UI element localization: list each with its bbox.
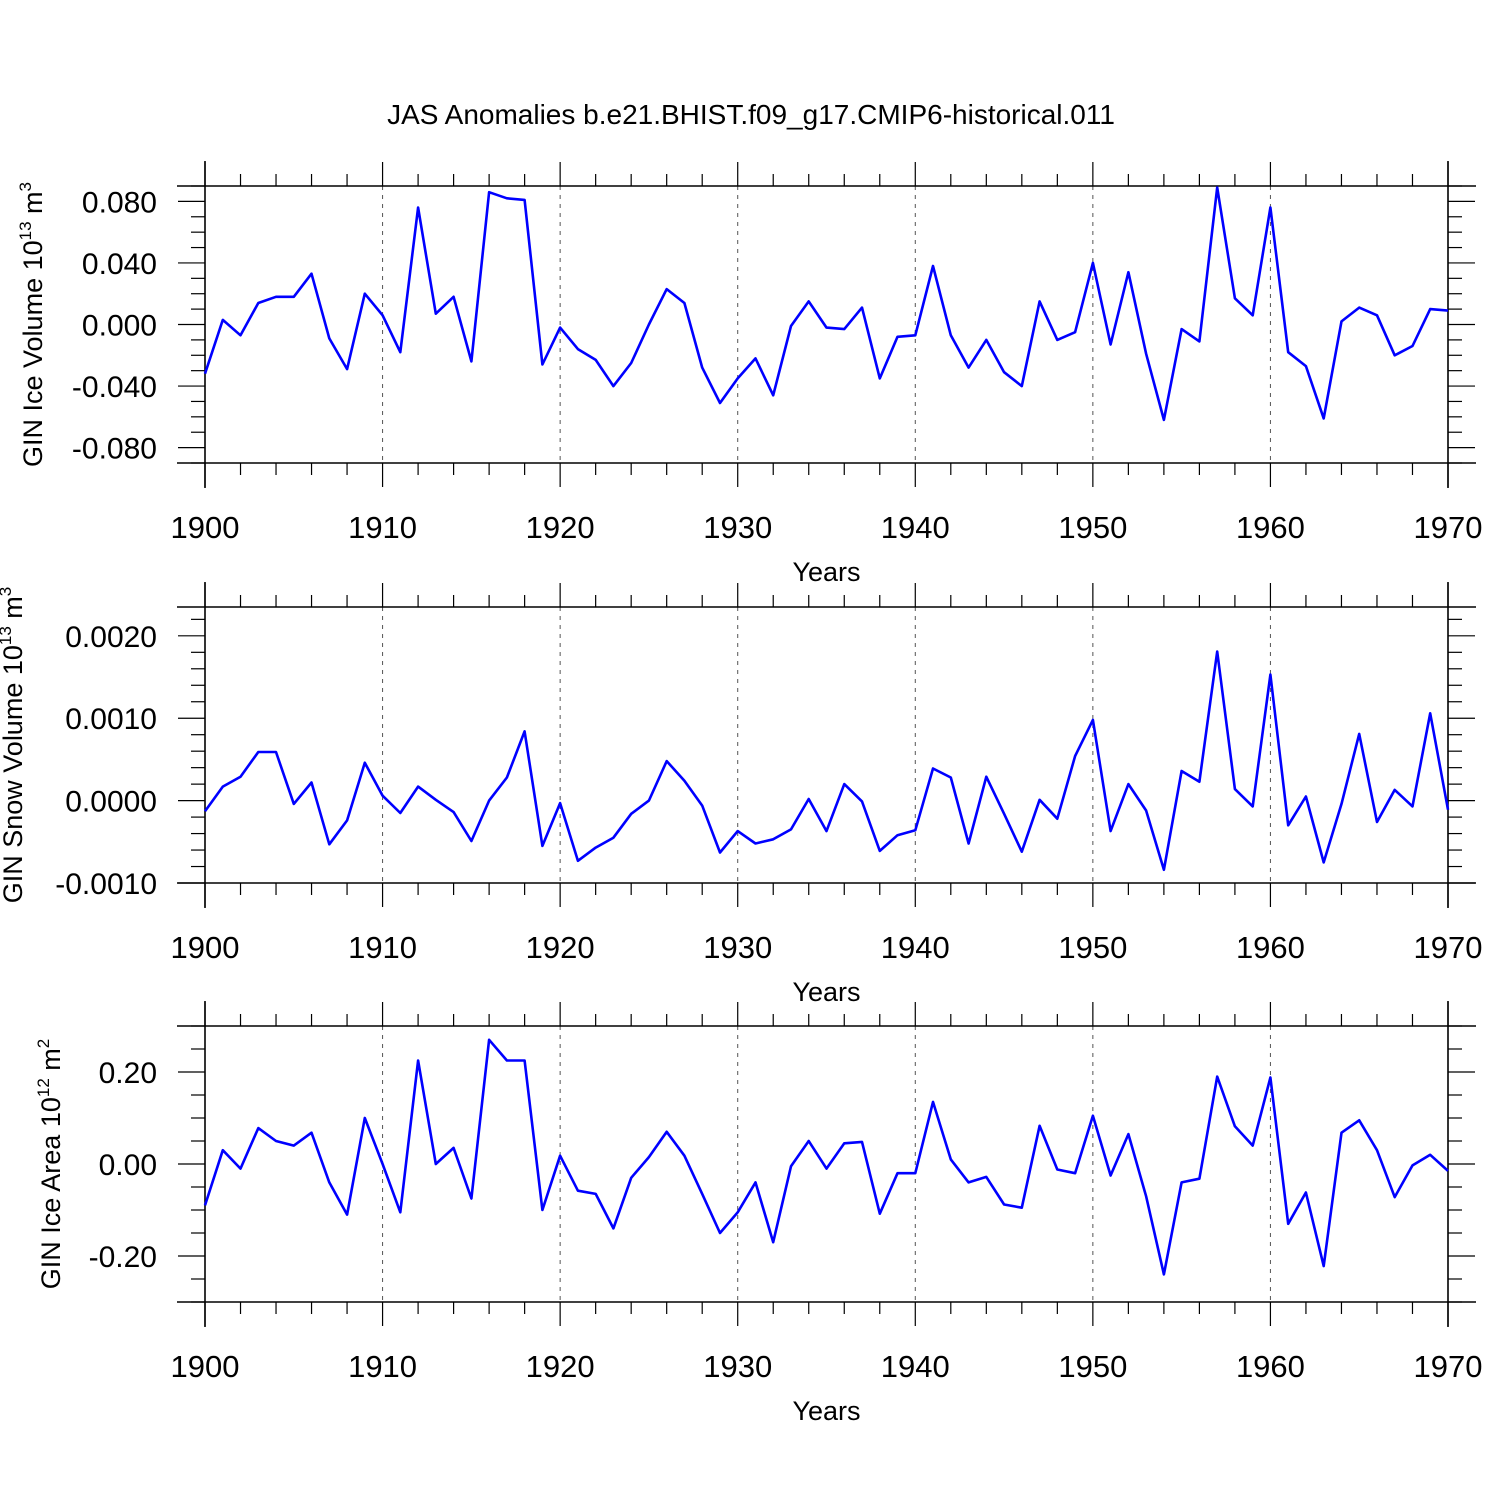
y-tick-label: 0.000 [82, 310, 157, 343]
x-tick-label: 1900 [171, 1349, 240, 1384]
y-tick-label: -0.0010 [55, 868, 157, 901]
y-axis-title-part: m [0, 596, 28, 626]
x-tick-label: 1950 [1058, 510, 1127, 545]
y-tick-label: 0.0010 [65, 703, 157, 736]
y-axis-title-superscript: 13 [16, 221, 35, 240]
figure-title: JAS Anomalies b.e21.BHIST.f09_g17.CMIP6-… [387, 99, 1115, 130]
y-tick-label: -0.040 [72, 371, 157, 404]
y-tick-label: -0.080 [72, 433, 157, 466]
y-axis-title-superscript: 3 [0, 587, 15, 596]
panel-ice-volume: 1900 1910 1920 1930 1940 1950 1960 1970 -0.080 -0… [16, 161, 1482, 587]
x-tick-label: 1960 [1236, 1349, 1305, 1384]
x-tick-label: 1960 [1236, 510, 1305, 545]
x-tick-label: 1910 [348, 1349, 417, 1384]
x-tick-label: 1930 [703, 510, 772, 545]
x-tick-label: 1940 [881, 1349, 950, 1384]
y-axis-title-superscript: 3 [16, 182, 35, 191]
y-axis-title-superscript: 12 [34, 1078, 53, 1097]
x-tick-label: 1910 [348, 510, 417, 545]
x-tick-label: 1900 [171, 510, 240, 545]
y-tick-label: -0.20 [89, 1241, 157, 1274]
x-tick-label: 1940 [881, 930, 950, 965]
x-axis-title: Years [792, 977, 860, 1007]
y-axis-title-superscript: 2 [34, 1039, 53, 1048]
y-tick-label: 0.080 [82, 186, 157, 219]
x-axis-title: Years [792, 557, 860, 587]
panel-snow-volume: 1900 1910 1920 1930 1940 1950 1960 1970 -0.0010 0… [0, 582, 1482, 1007]
y-tick-label: 0.20 [99, 1057, 157, 1090]
x-tick-label: 1970 [1414, 930, 1483, 965]
panel-ice-area: 1900 1910 1920 1930 1940 1950 1960 1970 -0.20 0.0… [34, 1001, 1482, 1426]
y-axis-title: GIN Snow Volume 1013 m3 [0, 587, 28, 904]
y-axis-title-part: GIN Snow Volume 10 [0, 645, 28, 903]
y-tick-label: 0.0000 [65, 786, 157, 819]
y-axis-title-part: m [36, 1048, 66, 1078]
x-tick-label: 1960 [1236, 930, 1305, 965]
x-tick-label: 1970 [1414, 510, 1483, 545]
x-tick-label: 1950 [1058, 1349, 1127, 1384]
x-axis-title: Years [792, 1396, 860, 1426]
y-axis-title: GIN Ice Volume 1013 m3 [16, 182, 48, 467]
y-axis-title-part: m [18, 191, 48, 221]
x-tick-label: 1920 [526, 930, 595, 965]
x-tick-label: 1970 [1414, 1349, 1483, 1384]
y-tick-label: 0.0020 [65, 621, 157, 654]
y-axis-title: GIN Ice Area 1012 m2 [34, 1039, 66, 1290]
y-axis-title-part: GIN Ice Volume 10 [18, 240, 48, 467]
y-axis-title-superscript: 13 [0, 626, 15, 645]
y-tick-label: 0.040 [82, 248, 157, 281]
x-tick-label: 1930 [703, 1349, 772, 1384]
x-tick-label: 1930 [703, 930, 772, 965]
x-tick-label: 1910 [348, 930, 417, 965]
x-tick-label: 1920 [526, 1349, 595, 1384]
x-tick-label: 1920 [526, 510, 595, 545]
x-tick-label: 1940 [881, 510, 950, 545]
y-tick-label: 0.00 [99, 1149, 157, 1182]
x-tick-label: 1950 [1058, 930, 1127, 965]
x-tick-label: 1900 [171, 930, 240, 965]
y-axis-title-part: GIN Ice Area 10 [36, 1097, 66, 1289]
